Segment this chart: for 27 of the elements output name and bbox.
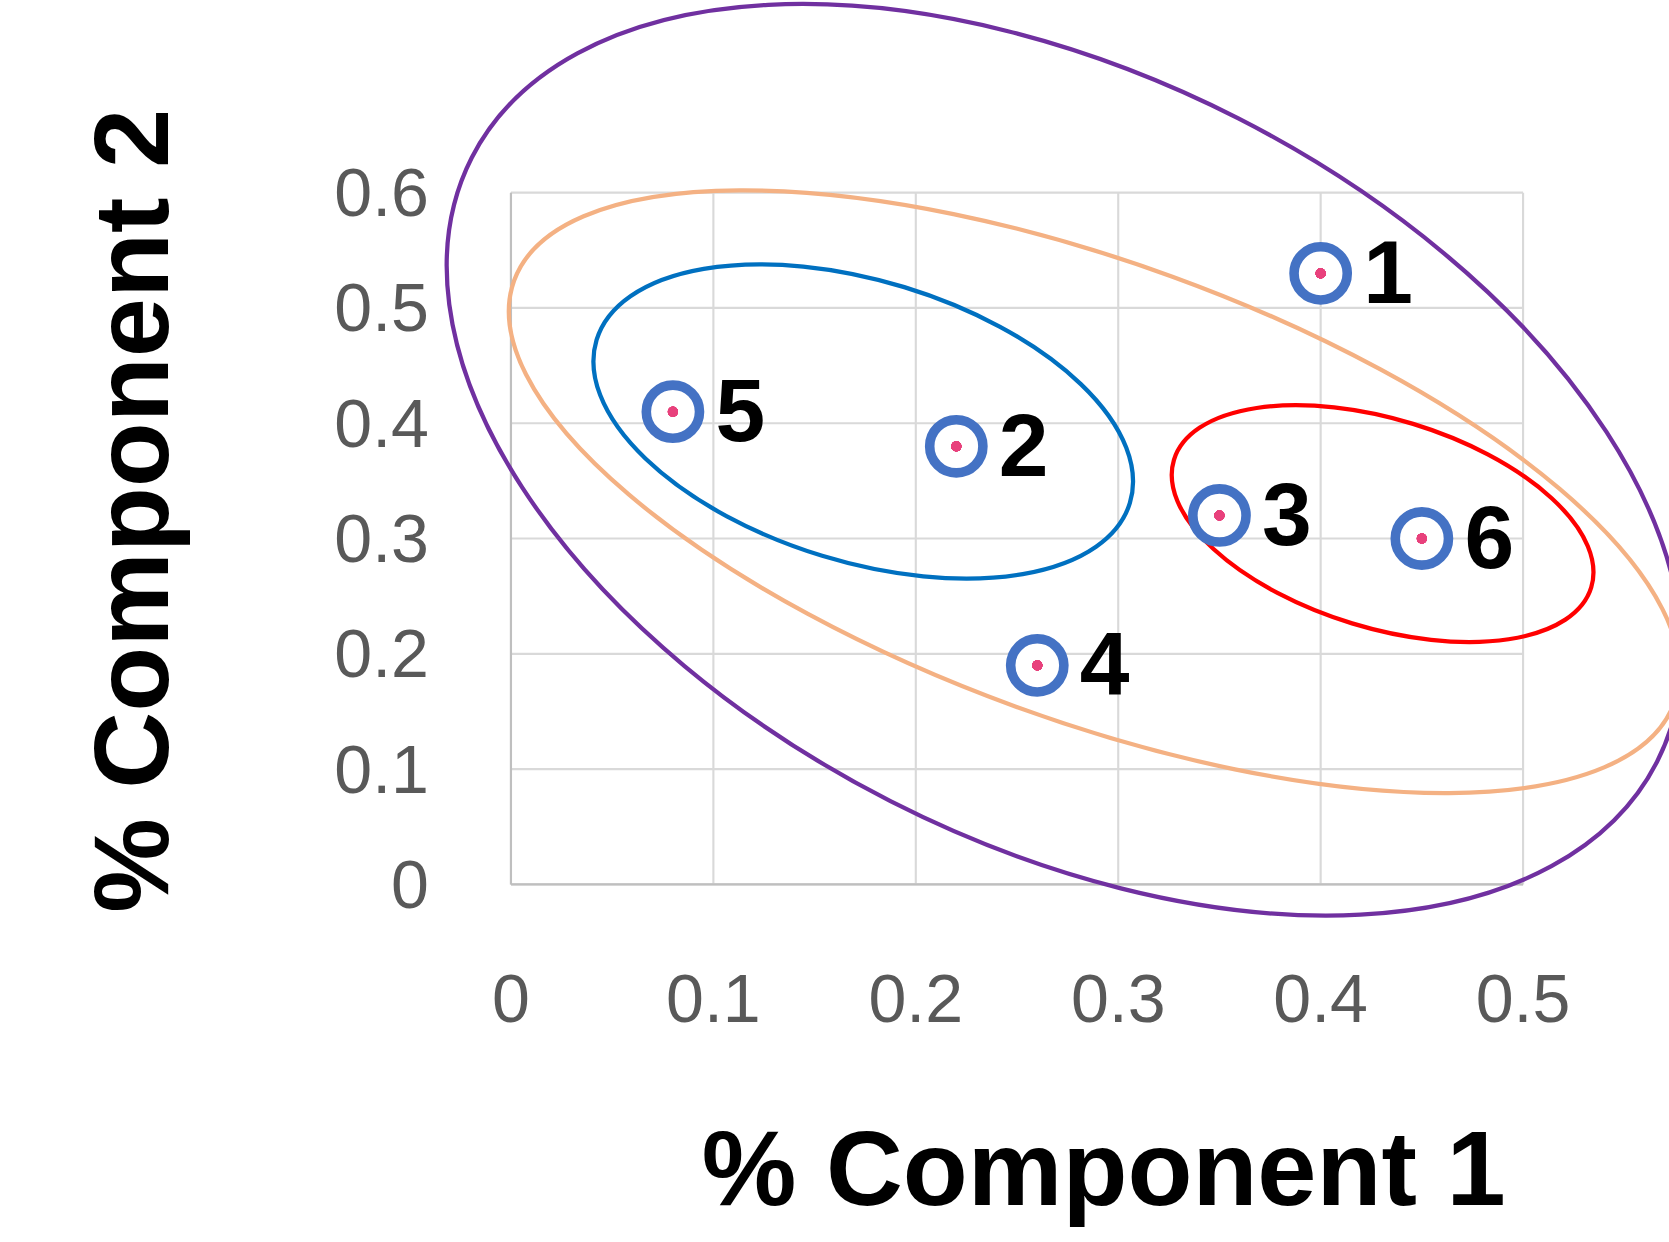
x-axis-title: % Component 1 (701, 1108, 1506, 1228)
text: 2 (998, 395, 1049, 496)
y-tick-label: 0.5 (334, 269, 430, 346)
x-tick-label: 0.2 (868, 959, 964, 1036)
point (1390, 507, 1454, 570)
point (1005, 633, 1069, 697)
y-tick-label: 0 (391, 845, 430, 922)
text: 5 (715, 360, 766, 461)
x-tick-label: 0.4 (1273, 959, 1368, 1036)
text: 1 (1363, 222, 1413, 323)
text: 4 (1079, 614, 1130, 715)
x-tick-label: 0.5 (1475, 959, 1571, 1036)
y-tick-label: 0.6 (334, 154, 430, 231)
y-tick-label: 0.4 (334, 384, 430, 461)
text: 3 (1262, 464, 1312, 565)
point (641, 380, 705, 444)
y-tick-label: 0.1 (334, 730, 430, 807)
x-tick-label: 0.1 (666, 959, 761, 1036)
y-axis-title: % Component 2 (72, 108, 192, 913)
y-tick-label: 0.2 (334, 615, 430, 692)
point (924, 414, 988, 478)
text: 6 (1464, 487, 1515, 588)
x-tick-label: 0 (492, 959, 530, 1036)
y-tick-label: 0.3 (334, 499, 430, 576)
point (1188, 484, 1251, 547)
point (1289, 241, 1353, 305)
x-tick-label: 0.3 (1070, 959, 1166, 1036)
